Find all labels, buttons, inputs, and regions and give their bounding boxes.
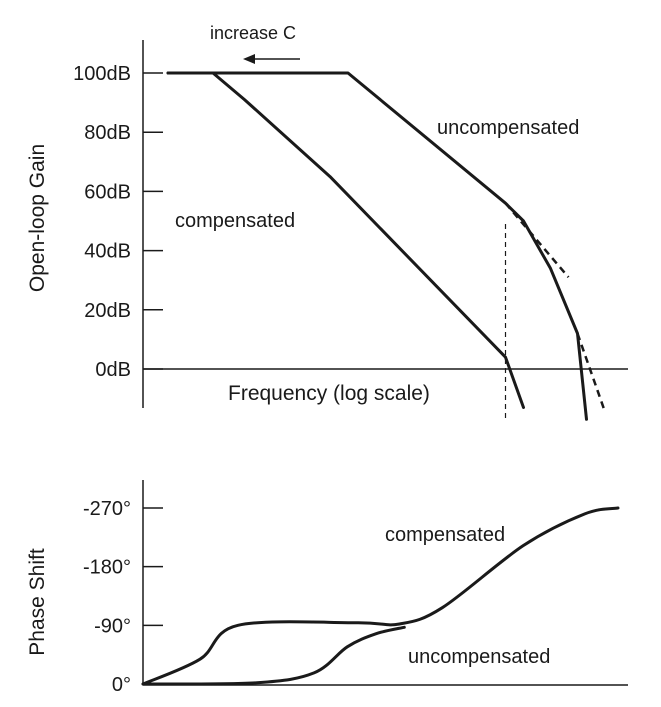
extrapolation-dashed-line-2	[576, 333, 606, 411]
gain-x-axis-label: Frequency (log scale)	[228, 382, 430, 405]
phase-tick-label: -90°	[94, 615, 131, 637]
gain-tick-label: 100dB	[73, 63, 131, 85]
increase-c-text: increase C	[210, 23, 296, 43]
phase-compensated-line	[141, 506, 620, 686]
gain-tick-label: 40dB	[84, 241, 131, 263]
gain-chart: Open-loop Gain 100dB80dB60dB40dB20dB0dB …	[26, 23, 628, 421]
gain-compensated-line	[166, 71, 525, 409]
gain-compensated-label: compensated	[175, 210, 295, 232]
gain-tick-label: 60dB	[84, 181, 131, 203]
gain-uncompensated-label: uncompensated	[437, 117, 579, 139]
phase-curves	[141, 506, 620, 686]
phase-uncompensated-label: uncompensated	[408, 646, 550, 668]
increase-c-annotation: increase C	[210, 23, 300, 64]
gain-tick-label: 80dB	[84, 122, 131, 144]
gain-y-ticks: 100dB 80dB 60dB 40dB 20dB 0dB	[73, 63, 163, 381]
phase-chart: Phase Shift -270° -180° -90° 0° compensated…	[26, 480, 628, 696]
increase-c-arrow-head	[243, 54, 255, 64]
gain-y-axis-label: Open-loop Gain	[26, 144, 49, 292]
gain-extrapolations	[504, 202, 606, 420]
phase-compensated-label: compensated	[385, 524, 505, 546]
extrapolation-dashed-line-1	[504, 202, 570, 279]
gain-tick-label: 0dB	[95, 359, 131, 381]
phase-y-ticks: -270° -180° -90° 0°	[83, 498, 163, 696]
gain-tick-label: 20dB	[84, 300, 131, 322]
phase-uncompensated-line	[141, 625, 406, 686]
phase-tick-label: -270°	[83, 498, 131, 520]
phase-y-axis-label: Phase Shift	[26, 548, 49, 656]
phase-tick-label: 0°	[112, 674, 131, 696]
phase-tick-label: -180°	[83, 557, 131, 579]
